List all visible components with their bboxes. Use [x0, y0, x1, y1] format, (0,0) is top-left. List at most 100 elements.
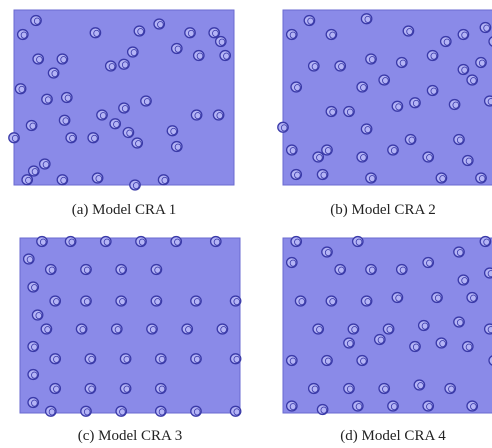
hole — [488, 36, 492, 47]
block-cra-1 — [8, 9, 235, 191]
hole — [325, 105, 338, 118]
hole — [391, 100, 404, 112]
hole — [290, 235, 303, 248]
hole — [457, 274, 470, 286]
hole — [413, 379, 426, 391]
hole — [184, 27, 196, 39]
hole — [312, 323, 325, 335]
hole — [290, 168, 303, 181]
hole — [135, 235, 147, 248]
hole — [417, 319, 430, 332]
hole — [321, 144, 333, 156]
hole — [208, 27, 221, 39]
hole — [347, 323, 360, 335]
hole — [285, 144, 298, 156]
hole — [422, 151, 435, 163]
hole — [214, 35, 227, 48]
hole — [360, 295, 373, 307]
hole — [453, 246, 465, 258]
hole — [99, 235, 112, 248]
hole — [395, 263, 408, 276]
block-cra-2 — [277, 9, 492, 186]
panel-cra-4 — [282, 235, 492, 416]
hole — [27, 281, 40, 293]
hole — [91, 172, 104, 184]
hole — [378, 74, 391, 86]
hole — [356, 151, 369, 163]
hole — [212, 109, 225, 121]
hole — [133, 25, 146, 37]
hole — [115, 405, 128, 417]
hole — [65, 132, 78, 144]
hole — [285, 256, 298, 269]
block-cra-4 — [282, 235, 492, 416]
hole — [343, 337, 355, 349]
panel-cra-1 — [8, 9, 235, 191]
panel-cra-3 — [19, 235, 242, 417]
hole — [140, 95, 152, 107]
hole — [38, 158, 51, 170]
hole — [118, 58, 130, 70]
hole — [80, 295, 92, 307]
hole — [422, 256, 435, 269]
hole — [229, 295, 242, 307]
hole — [373, 333, 386, 346]
hole — [316, 168, 329, 181]
hole — [307, 382, 320, 395]
hole — [170, 42, 183, 55]
hole — [27, 368, 40, 381]
hole — [84, 382, 97, 395]
hole — [229, 405, 242, 417]
hole — [8, 132, 20, 144]
hole — [27, 396, 40, 409]
hole — [457, 63, 470, 76]
hole — [351, 400, 364, 412]
hole — [126, 46, 139, 58]
hole — [466, 291, 479, 304]
hole — [312, 151, 325, 163]
hole — [150, 263, 163, 276]
hole — [343, 105, 355, 118]
caption-cra-3: (c) Model CRA 3 — [77, 428, 183, 444]
hole — [216, 323, 229, 335]
hole — [56, 53, 69, 65]
hole — [307, 60, 320, 72]
hole — [75, 323, 88, 335]
hole — [110, 323, 123, 335]
hole — [404, 133, 417, 146]
hole — [334, 60, 347, 72]
hole — [22, 253, 35, 265]
hole — [409, 97, 421, 109]
hole — [483, 267, 492, 279]
hole — [285, 400, 298, 412]
hole — [422, 400, 435, 412]
hole — [21, 174, 34, 186]
hole — [365, 53, 377, 65]
hole — [360, 13, 373, 25]
panel-cra-2 — [277, 9, 492, 186]
hole — [391, 291, 404, 304]
hole — [58, 114, 71, 126]
hole — [109, 118, 122, 130]
hole — [387, 144, 399, 156]
hole — [209, 235, 222, 248]
hole — [32, 53, 45, 65]
hole — [321, 354, 333, 367]
hole — [146, 323, 158, 335]
hole — [87, 132, 100, 144]
hole — [89, 27, 102, 39]
hole — [475, 172, 487, 184]
hole — [166, 125, 179, 137]
hole — [479, 21, 492, 34]
hole — [154, 382, 167, 395]
hole — [170, 140, 183, 153]
hole — [192, 49, 205, 62]
hole — [378, 382, 391, 395]
hole — [461, 154, 474, 167]
hole — [285, 28, 298, 41]
hole — [444, 382, 457, 395]
hole — [351, 235, 364, 248]
hole — [27, 165, 40, 177]
hole — [49, 382, 62, 395]
hole — [229, 353, 242, 365]
